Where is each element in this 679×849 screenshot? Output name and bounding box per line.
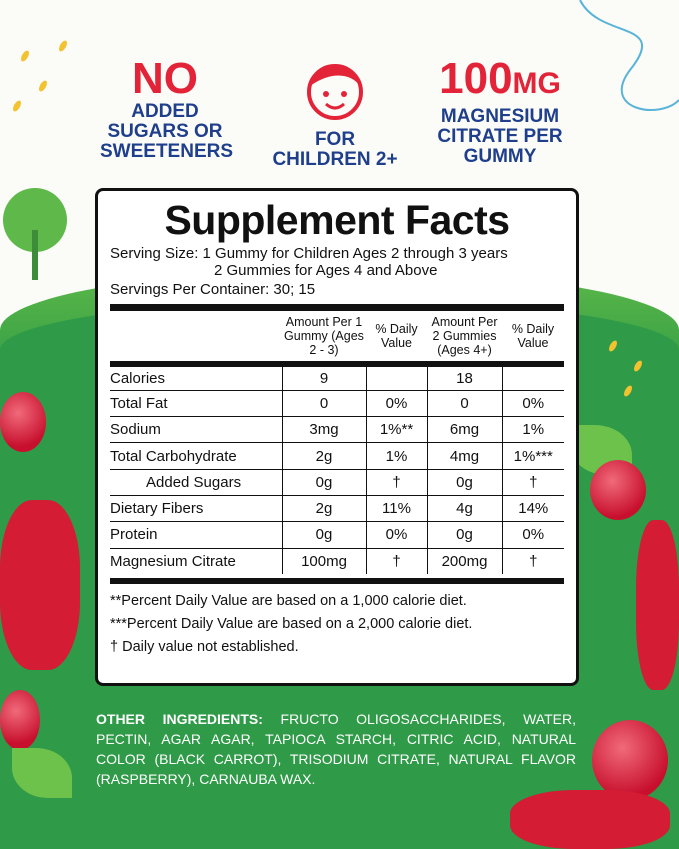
- nutrient-name: Sodium: [110, 416, 282, 444]
- serving-size-2: 2 Gummies for Ages 4 and Above: [214, 262, 438, 279]
- footnote: ***Percent Daily Value are based on a 2,…: [110, 616, 473, 633]
- nutrient-value: 2g: [281, 442, 366, 470]
- nutrient-value: 200mg: [426, 548, 502, 575]
- servings-per-container: Servings Per Container: 30; 15: [110, 281, 316, 298]
- ingredients-label: OTHER INGREDIENTS:: [96, 711, 263, 727]
- ingredients-text: FRUCTO OLIGOSACCHARIDES, WATER, PECTIN, …: [96, 711, 576, 787]
- column-header: % Daily Value: [502, 311, 564, 367]
- divider: [110, 578, 564, 585]
- nutrient-value: 1%: [501, 416, 564, 444]
- claim-children: FOR CHILDREN 2+: [265, 130, 405, 170]
- gummy-bear-image: [510, 790, 670, 849]
- footnote: **Percent Daily Value are based on a 1,0…: [110, 593, 467, 610]
- claim-line: FOR: [314, 129, 356, 150]
- nutrient-value: 11%: [365, 495, 427, 523]
- claim-magnesium: 100MG MAGNESIUM CITRATE PER GUMMY: [430, 56, 570, 167]
- nutrient-value: †: [501, 548, 564, 575]
- tree-icon: [3, 188, 67, 280]
- nutrient-name: Total Carbohydrate: [110, 442, 282, 470]
- nutrient-value: †: [365, 469, 427, 496]
- table-header-row: Amount Per 1 Gummy (Ages 2 - 3) % Daily …: [110, 311, 564, 367]
- nutrient-value: †: [365, 548, 427, 575]
- nutrient-value: 0%: [501, 390, 564, 418]
- supplement-facts-panel: Supplement Facts Serving Size: 1 Gummy f…: [95, 188, 579, 686]
- raspberry-image: [0, 690, 40, 750]
- claim-headline: NO: [132, 54, 198, 103]
- nutrient-value: 0%: [365, 521, 427, 549]
- nutrient-name: Magnesium Citrate: [110, 552, 236, 570]
- nutrient-name: Added Sugars: [110, 469, 282, 496]
- header-blank: [110, 311, 282, 367]
- nutrient-value: 14%: [501, 495, 564, 523]
- nutrient-value: 0g: [426, 521, 502, 549]
- nutrient-table: Amount Per 1 Gummy (Ages 2 - 3) % Daily …: [110, 311, 564, 575]
- raspberry-image: [0, 392, 46, 452]
- table-row: Dietary Fibers 2g 11% 4g 14%: [110, 495, 564, 523]
- child-face-icon: [307, 64, 363, 120]
- nutrient-value: 1%**: [365, 416, 427, 444]
- claim-value: 100: [439, 54, 513, 103]
- table-row: Protein 0g 0% 0g 0%: [110, 521, 564, 549]
- claim-line: SUGARS OR: [107, 121, 223, 142]
- claim-no-sugar: NO ADDED SUGARS OR SWEETENERS: [100, 54, 234, 162]
- nutrient-value: 100mg: [281, 548, 366, 575]
- serving-size: Serving Size: 1 Gummy for Children Ages …: [110, 245, 508, 262]
- nutrient-value: †: [501, 469, 564, 496]
- nutrient-value: 0: [426, 390, 502, 418]
- claim-headline: 100MG: [430, 56, 570, 107]
- claim-line: SWEETENERS: [100, 141, 234, 162]
- nutrient-name: Dietary Fibers: [110, 495, 282, 523]
- nutrient-value: 4mg: [426, 442, 502, 470]
- nutrient-name: Protein: [110, 521, 282, 549]
- nutrient-name: Calories: [110, 364, 282, 391]
- claim-line: CHILDREN 2+: [272, 149, 398, 170]
- table-row: Magnesium Citrate 100mg † 200mg †: [110, 548, 564, 575]
- nutrient-name: Total Fat: [110, 390, 282, 418]
- nutrient-value: 1%***: [501, 442, 564, 470]
- claim-line: MAGNESIUM: [440, 106, 560, 127]
- nutrient-value: 0%: [365, 390, 427, 418]
- nutrient-value: 3mg: [281, 416, 366, 444]
- nutrient-value: 4g: [426, 495, 502, 523]
- nutrient-value: 1%: [365, 442, 427, 470]
- nutrient-value: 0%: [501, 521, 564, 549]
- nutrient-value: 0g: [281, 469, 366, 496]
- nutrient-value: 9: [281, 364, 366, 391]
- raspberry-image: [590, 460, 646, 520]
- raspberry-image: [592, 720, 668, 800]
- claim-unit: MG: [512, 67, 561, 100]
- table-row: Total Carbohydrate 2g 1% 4mg 1%***: [110, 442, 564, 470]
- nutrient-value: 0g: [426, 469, 502, 496]
- claim-line: CITRATE PER: [437, 126, 563, 147]
- claim-line: ADDED: [131, 101, 199, 122]
- column-header: % Daily Value: [366, 311, 427, 367]
- divider: [110, 304, 564, 311]
- decorative-swirl: [579, 0, 679, 111]
- table-row: Sodium 3mg 1%** 6mg 1%: [110, 416, 564, 444]
- nutrient-value: [501, 364, 564, 391]
- gummy-bear-image: [0, 500, 80, 670]
- table-row: Total Fat 0 0% 0 0%: [110, 390, 564, 418]
- panel-title: Supplement Facts: [164, 197, 510, 243]
- nutrient-value: 0g: [281, 521, 366, 549]
- gummy-bear-image: [636, 520, 679, 690]
- footnote: † Daily value not established.: [110, 639, 299, 656]
- column-header: Amount Per 1 Gummy (Ages 2 - 3): [282, 311, 366, 367]
- claim-line: GUMMY: [463, 146, 537, 167]
- table-row: Added Sugars 0g † 0g †: [110, 469, 564, 496]
- nutrient-value: 2g: [281, 495, 366, 523]
- footnotes: **Percent Daily Value are based on a 1,0…: [110, 590, 564, 659]
- nutrient-value: 6mg: [426, 416, 502, 444]
- nutrient-value: 18: [426, 364, 502, 391]
- nutrient-value: [365, 364, 427, 391]
- table-row: Calories 9 18: [110, 364, 564, 391]
- nutrient-value: 0: [281, 390, 366, 418]
- column-header: Amount Per 2 Gummies (Ages 4+): [427, 311, 502, 367]
- other-ingredients: OTHER INGREDIENTS: FRUCTO OLIGOSACCHARID…: [96, 709, 576, 789]
